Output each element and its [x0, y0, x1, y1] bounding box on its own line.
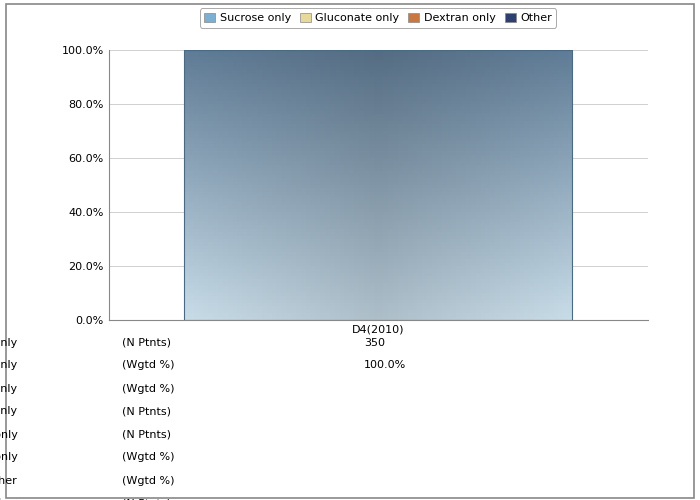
Text: 350: 350 — [364, 338, 385, 347]
Text: (N Ptnts): (N Ptnts) — [122, 430, 172, 440]
Bar — [184, 50, 572, 320]
Text: Dextran only: Dextran only — [0, 430, 18, 440]
Text: Gluconate only: Gluconate only — [0, 384, 18, 394]
Text: Sucrose only: Sucrose only — [0, 360, 18, 370]
Text: (Wgtd %): (Wgtd %) — [122, 360, 175, 370]
Text: Sucrose only: Sucrose only — [0, 338, 18, 347]
Text: Gluconate only: Gluconate only — [0, 406, 18, 416]
Text: 100.0%: 100.0% — [364, 360, 406, 370]
Text: (N Ptnts): (N Ptnts) — [122, 498, 172, 500]
Text: (Wgtd %): (Wgtd %) — [122, 476, 175, 486]
Text: (Wgtd %): (Wgtd %) — [122, 384, 175, 394]
Text: Other: Other — [0, 476, 18, 486]
Text: (N Ptnts): (N Ptnts) — [122, 406, 172, 416]
Text: (N Ptnts): (N Ptnts) — [122, 338, 172, 347]
Text: Other: Other — [0, 498, 18, 500]
Legend: Sucrose only, Gluconate only, Dextran only, Other: Sucrose only, Gluconate only, Dextran on… — [199, 8, 556, 28]
Text: (Wgtd %): (Wgtd %) — [122, 452, 175, 462]
Text: Dextran only: Dextran only — [0, 452, 18, 462]
